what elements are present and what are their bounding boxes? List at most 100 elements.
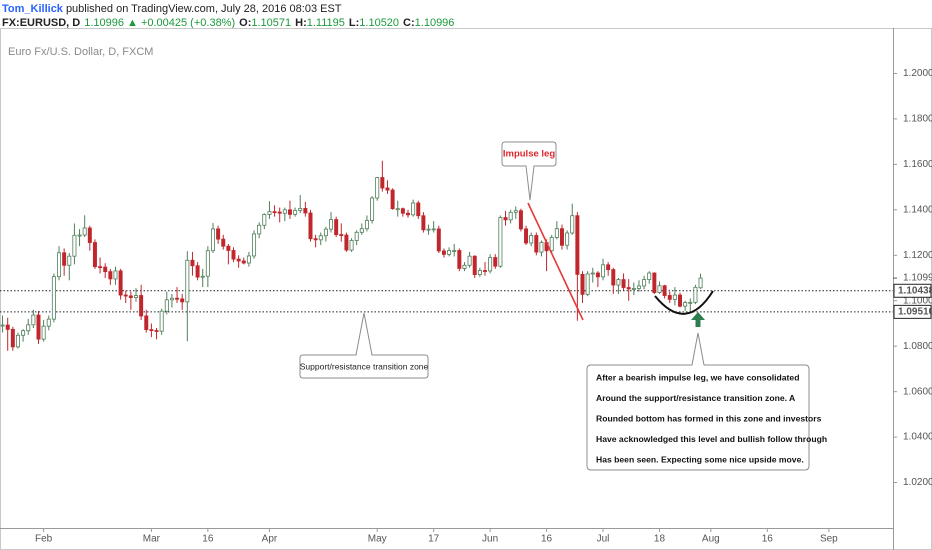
y-tick-label: 1.12000 (903, 250, 932, 261)
note-line: Rounded bottom has formed in this zone a… (596, 413, 822, 423)
candle-body (180, 298, 185, 303)
last: 1.10996 (84, 17, 124, 29)
x-tick-label: 16 (762, 534, 774, 545)
candle-body (154, 330, 159, 332)
candle-body (436, 228, 441, 252)
x-tick-label: Feb (35, 534, 53, 545)
candle-body (277, 211, 282, 214)
change: ▲ +0.00425 (+0.38%) (127, 17, 235, 29)
candle-body (318, 235, 323, 241)
y-tick-label: 1.08000 (903, 341, 932, 352)
candle-body (652, 272, 657, 293)
candle-body (631, 288, 636, 290)
candle-body (313, 238, 318, 241)
candle-body (236, 258, 241, 262)
candle-body (21, 330, 26, 336)
y-tick-label: 1.18000 (903, 114, 932, 125)
candle-body (616, 279, 621, 286)
candle-body (483, 270, 487, 272)
candle-body (370, 197, 375, 221)
candle-body (231, 250, 236, 260)
c-label: C: (403, 17, 415, 29)
chart-title: Euro Fx/U.S. Dollar, D, FXCM (8, 46, 153, 58)
candle-body (200, 275, 205, 278)
x-tick-label: Apr (262, 534, 278, 545)
zone-callout (299, 312, 429, 379)
candle-body (169, 297, 174, 301)
candle-body (426, 228, 431, 231)
y-tick-label: 1.10000 (903, 295, 932, 306)
candle-body (139, 295, 144, 317)
candle-body (508, 211, 513, 221)
candle-body (534, 235, 539, 253)
rounded-bottom-arc (654, 290, 714, 315)
candle-body (606, 264, 611, 270)
candle-body (364, 220, 369, 230)
candle-body (626, 287, 631, 290)
level-label-box (893, 283, 932, 298)
candle-body (323, 228, 328, 237)
level-label: 1.09510 (898, 307, 932, 318)
x-tick-label: Jul (597, 534, 610, 545)
level-label: 1.10438 (898, 285, 932, 296)
candle-body (241, 260, 246, 264)
candle-body (636, 285, 641, 289)
candle-body (488, 257, 493, 272)
candle-body (10, 328, 15, 348)
candle-body (554, 228, 559, 238)
note-text: After a bearish impulse leg, we have con… (596, 372, 827, 464)
candle-body (246, 255, 251, 264)
up-arrow (691, 312, 705, 327)
candle-body (226, 245, 231, 251)
x-tick-label: Sep (820, 534, 838, 545)
candle-body (72, 234, 77, 257)
candle-body (672, 294, 677, 300)
candle-body (452, 250, 457, 252)
level-label-box (893, 304, 932, 319)
candle-body (498, 217, 503, 267)
h-label: H: (295, 17, 307, 29)
y-tick-label: 1.16000 (903, 159, 932, 170)
candle-body (159, 310, 164, 332)
candle-body (185, 259, 190, 303)
candle-body (549, 237, 554, 252)
candle-body (0, 324, 5, 327)
candle-body (462, 264, 467, 269)
x-tick-label: Mar (143, 534, 161, 545)
last-price-label: 1.10996 (903, 273, 932, 284)
candle-body (416, 202, 421, 217)
x-tick-label: 17 (428, 534, 440, 545)
candle-body (354, 231, 359, 241)
candle-body (595, 272, 600, 278)
candle-body (144, 315, 149, 330)
candle-body (380, 177, 385, 189)
candle-body (272, 211, 277, 214)
candle-body (559, 228, 564, 246)
candle-body (518, 210, 523, 230)
candle-body (210, 228, 215, 252)
candle-body (611, 269, 616, 286)
candle-body (570, 215, 575, 234)
candle-body (565, 232, 570, 246)
candle-body (190, 259, 195, 267)
x-tick-label: May (368, 534, 387, 545)
note-line: Have acknowledged this level and bullish… (596, 434, 827, 444)
candle-body (26, 324, 31, 332)
candle-body (77, 234, 82, 237)
candle-body (447, 250, 452, 255)
candle-body (41, 325, 46, 340)
candle-body (134, 295, 138, 298)
candle-body (678, 294, 683, 307)
candle-body (359, 228, 364, 233)
candle-body (575, 215, 580, 275)
candle-body (457, 250, 462, 269)
candle-body (601, 264, 606, 278)
candle-body (103, 266, 108, 273)
candle-body (164, 299, 169, 312)
h-value: 1.11195 (307, 17, 345, 29)
candle-body (252, 233, 257, 257)
candle-body (329, 219, 334, 230)
candle-body (683, 302, 688, 307)
candle-body (293, 210, 298, 215)
